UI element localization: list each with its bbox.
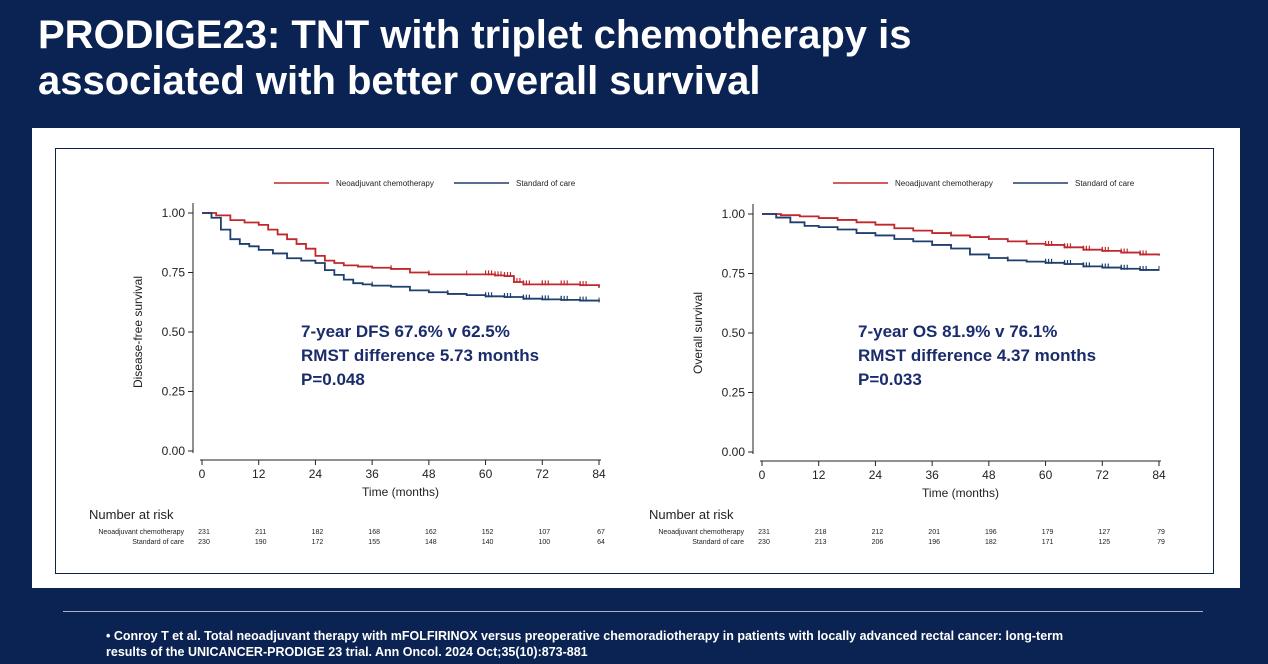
c1-risk-value: 168 [368,529,380,536]
c1-y-tick-label: 0.50 [162,325,186,339]
c1-risk-value: 140 [482,539,494,546]
c1-risk-value: 67 [597,529,605,536]
c2-y-tick-label: 0.50 [722,326,746,340]
c2-x-tick-label: 48 [982,468,996,482]
c1-x-tick-label: 36 [365,467,379,481]
c2-risk-value: 125 [1098,539,1110,546]
c1-risk-value: 182 [312,529,324,536]
c2-risk-row-label-2: Standard of care [692,539,744,546]
c2-risk-value: 196 [928,539,940,546]
c2-legend-label-2: Standard of care [1075,179,1135,188]
c1-y-tick-label: 0.00 [162,444,186,458]
c2-annotation-1: 7-year OS 81.9% v 76.1% [858,322,1057,341]
c2-x-tick-label: 60 [1039,468,1053,482]
figure-frame: 0.00 0.25 0.50 0.75 1.00 0 12 24 36 48 60 72 84 Time … [55,148,1214,574]
c1-annotation-1: 7-year DFS 67.6% v 62.5% [301,322,510,341]
c2-risk-value: 206 [872,539,884,546]
slide-title-line1: PRODIGE23: TNT with triplet chemotherapy… [38,13,912,57]
c2-y-tick-label: 0.75 [722,267,746,281]
c1-risk-value: 148 [425,539,437,546]
c1-x-tick-label: 48 [422,467,436,481]
c1-risk-value: 152 [482,529,494,536]
c2-risk-value: 182 [985,539,997,546]
c1-risk-value: 231 [198,529,210,536]
c2-risk-value: 79 [1157,539,1165,546]
c1-risk-value: 107 [538,529,550,536]
c2-risk-value: 231 [758,529,770,536]
c2-risk-row-label-1: Neoadjuvant chemotherapy [658,529,744,536]
c1-x-tick-label: 60 [479,467,493,481]
c1-x-axis-title: Time (months) [362,485,439,499]
c2-x-tick-label: 24 [869,468,883,482]
c2-risk-value: 179 [1042,529,1054,536]
c2-x-axis-title: Time (months) [922,486,999,500]
c1-risk-table-title: Number at risk [89,507,174,522]
c2-risk-value: 201 [928,529,940,536]
c2-x-tick-label: 84 [1152,468,1166,482]
slide-title: PRODIGE23: TNT with triplet chemotherapy… [38,12,1238,104]
c2-x-tick-label: 36 [925,468,939,482]
c2-legend-label-1: Neoadjuvant chemotherapy [895,179,993,188]
c1-risk-value: 64 [597,539,605,546]
c2-y-tick-label: 1.00 [722,207,746,221]
c1-x-tick-label: 12 [252,467,266,481]
c1-risk-value: 100 [538,539,550,546]
c1-risk-row-label-1: Neoadjuvant chemotherapy [98,529,184,536]
slide-title-line2: associated with better overall survival [38,59,761,103]
c2-risk-value: 218 [815,529,827,536]
c1-risk-row-label-2: Standard of care [132,539,184,546]
c2-curve-2 [762,213,1159,271]
c1-y-tick-label: 0.75 [162,266,186,280]
c2-y-axis-title: Overall survival [691,292,705,374]
c1-curve-1 [202,212,600,288]
c1-curve-2 [202,212,600,302]
footer-divider [63,611,1203,612]
c2-risk-value: 196 [985,529,997,536]
c2-risk-value: 230 [758,539,770,546]
c2-risk-table-title: Number at risk [649,507,734,522]
citation-line1: • Conroy T et al. Total neoadjuvant ther… [106,629,1064,643]
c2-y-tick-label: 0.25 [722,386,746,400]
figure-panel: 0.00 0.25 0.50 0.75 1.00 0 12 24 36 48 60 72 84 Time … [32,128,1240,588]
c1-risk-value: 172 [312,539,324,546]
c2-x-tick-label: 12 [812,468,826,482]
c2-risk-value: 213 [815,539,827,546]
c1-y-tick-label: 1.00 [162,206,186,220]
c1-x-tick-label: 84 [592,467,606,481]
c1-annotation-2: RMST difference 5.73 months [301,346,539,365]
c1-legend-label-2: Standard of care [516,179,576,188]
c1-x-tick-label: 24 [309,467,323,481]
c1-y-axis-title: Disease-free survival [131,276,145,388]
c2-annotation-2: RMST difference 4.37 months [858,346,1096,365]
c1-risk-value: 162 [425,529,437,536]
c1-legend-label-1: Neoadjuvant chemotherapy [336,179,434,188]
c1-y-tick-label: 0.25 [162,385,186,399]
c1-x-tick-label: 0 [199,467,206,481]
c2-y-tick-label: 0.00 [722,445,746,459]
c1-risk-value: 190 [255,539,267,546]
c1-risk-value: 211 [255,529,266,536]
km-figure: 0.00 0.25 0.50 0.75 1.00 0 12 24 36 48 60 72 84 Time … [89,179,1166,546]
citation: • Conroy T et al. Total neoadjuvant ther… [106,628,1216,660]
c2-risk-value: 171 [1042,539,1054,546]
c1-risk-value: 230 [198,539,210,546]
c2-x-tick-label: 72 [1096,468,1110,482]
c2-risk-value: 127 [1098,529,1110,536]
citation-line2: results of the UNICANCER-PRODIGE 23 tria… [106,645,588,659]
c2-x-tick-label: 0 [759,468,766,482]
c2-risk-value: 79 [1157,529,1165,536]
c2-annotation-3: P=0.033 [858,370,922,389]
c1-annotation-3: P=0.048 [301,370,365,389]
c2-risk-value: 212 [872,529,884,536]
c1-risk-value: 155 [368,539,380,546]
c1-x-tick-label: 72 [536,467,550,481]
